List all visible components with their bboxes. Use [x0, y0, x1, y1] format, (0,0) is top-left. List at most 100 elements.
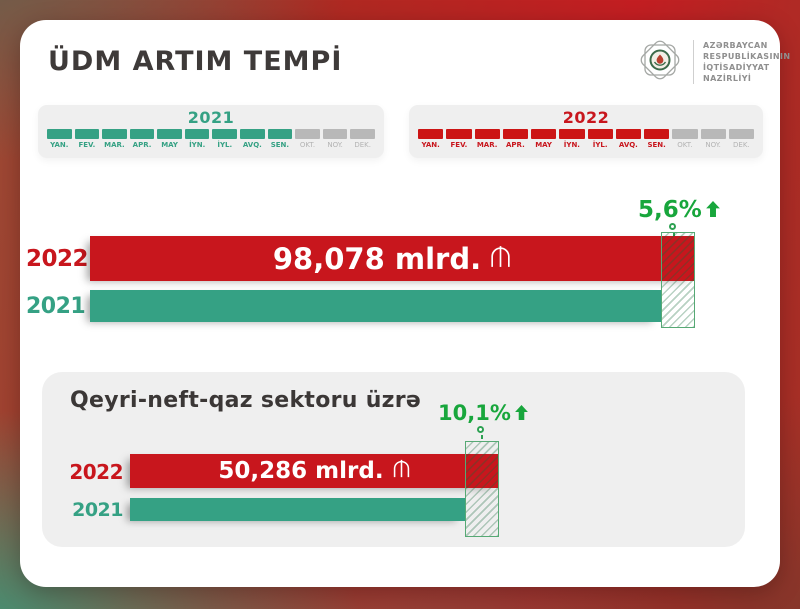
month-segment — [240, 129, 265, 139]
month-label: NOY. — [705, 141, 721, 149]
month-label: DEK. — [733, 141, 750, 149]
month-label: SEN. — [270, 141, 290, 149]
gdp-bar-2022-year-label: 2022 — [26, 246, 89, 272]
month-label: AVQ. — [242, 141, 262, 149]
month-segment — [74, 129, 100, 139]
month-segment — [644, 129, 670, 139]
month-label: DEK. — [354, 141, 371, 149]
month-segment — [559, 129, 585, 139]
up-arrow-icon — [514, 401, 528, 425]
month-label: MAY — [161, 141, 178, 149]
gdp-bar-2021 — [90, 290, 661, 322]
timeline-2021-year-label: 2021 — [187, 108, 235, 127]
month-cell: SEN. — [644, 129, 670, 149]
month-cell: İYL. — [587, 129, 613, 149]
non-oil-bar-2021 — [130, 498, 465, 521]
month-label: APR. — [506, 141, 525, 149]
month-cell: İYL. — [212, 129, 238, 149]
month-segment — [446, 129, 472, 139]
month-label: AVQ. — [618, 141, 638, 149]
timeline-2022-months: YAN. FEV. MAR. APR. MAY İYN. İYL. AVQ. SEN. OKT. N… — [418, 129, 754, 149]
non-oil-pin-marker-icon — [477, 426, 484, 439]
non-oil-panel: Qeyri-neft-qaz sektoru üzrə 10,1% 2022 5… — [42, 372, 745, 547]
month-cell: DEK. — [728, 129, 754, 149]
month-segment — [157, 129, 182, 139]
ministry-name-line: AZƏRBAYCAN — [703, 41, 768, 50]
month-cell: MAR. — [102, 129, 127, 149]
month-label: FEV. — [450, 141, 468, 149]
gdp-growth-badge: 5,6% — [638, 197, 720, 223]
month-segment — [587, 129, 613, 139]
month-label: İYN. — [189, 141, 206, 149]
ministry-logo: AZƏRBAYCAN RESPUBLİKASININ İQTİSADİYYAT … — [636, 36, 790, 88]
logo-divider — [693, 40, 694, 84]
month-cell: DEK. — [350, 129, 375, 149]
content-card: ÜDM ARTIM TEMPİ AZƏRBAYCAN RESPUBLİKASIN… — [20, 20, 790, 587]
month-cell: FEV. — [446, 129, 472, 149]
month-cell: NOY. — [322, 129, 348, 149]
month-cell: OKT. — [672, 129, 698, 149]
month-segment — [47, 129, 72, 139]
non-oil-bar-2022-value: 50,286 mlrd. — [218, 458, 410, 485]
page-title: ÜDM ARTIM TEMPİ — [48, 46, 343, 77]
month-cell: YAN. — [418, 129, 444, 149]
month-cell: SEN. — [267, 129, 293, 149]
non-oil-bar-2022-year-label: 2022 — [69, 460, 123, 484]
ministry-name: AZƏRBAYCAN RESPUBLİKASININ İQTİSADİYYAT … — [703, 40, 790, 84]
non-oil-value-text: 50,286 mlrd. — [218, 458, 384, 484]
ministry-emblem-icon — [636, 36, 684, 88]
manat-icon — [489, 242, 512, 276]
non-oil-bar-2021-year-label: 2021 — [72, 499, 123, 521]
month-segment — [267, 129, 293, 139]
month-segment — [350, 129, 375, 139]
month-segment — [728, 129, 754, 139]
gdp-bar-2022-value: 98,078 mlrd. — [273, 242, 512, 276]
month-label: MAR. — [476, 141, 498, 149]
month-cell: MAY — [157, 129, 182, 149]
gdp-bar-2022: 98,078 mlrd. — [90, 236, 695, 281]
ministry-name-line: RESPUBLİKASININ — [703, 52, 791, 61]
month-segment — [184, 129, 210, 139]
gdp-growth-value: 5,6% — [638, 197, 702, 223]
month-segment — [295, 129, 320, 139]
month-segment — [212, 129, 238, 139]
non-oil-growth-value: 10,1% — [438, 401, 511, 425]
month-label: FEV. — [78, 141, 96, 149]
non-oil-growth-diff-hatch — [465, 441, 499, 537]
timeline-2021-months: YAN. FEV. MAR. APR. MAY İYN. İYL. AVQ. SEN. OKT. N… — [47, 129, 375, 149]
month-label: İYN. — [563, 141, 580, 149]
timeline-2021: 2021 YAN. FEV. MAR. APR. MAY İYN. İYL. AVQ. SEN.… — [38, 105, 384, 158]
month-segment — [474, 129, 500, 139]
month-segment — [418, 129, 444, 139]
month-cell: NOY. — [700, 129, 726, 149]
gdp-value-text: 98,078 mlrd. — [272, 241, 482, 276]
month-cell: İYN. — [184, 129, 210, 149]
month-label: YAN. — [50, 141, 69, 149]
month-cell: AVQ. — [240, 129, 265, 149]
month-segment — [615, 129, 641, 139]
month-segment — [502, 129, 528, 139]
month-segment — [129, 129, 155, 139]
manat-icon — [392, 458, 411, 485]
non-oil-growth-badge: 10,1% — [438, 401, 528, 425]
month-cell: MAY — [531, 129, 557, 149]
month-label: MAR. — [104, 141, 125, 149]
month-segment — [531, 129, 557, 139]
non-oil-bar-2022: 50,286 mlrd. — [130, 454, 499, 488]
month-cell: OKT. — [295, 129, 320, 149]
month-cell: APR. — [502, 129, 528, 149]
gdp-growth-diff-hatch — [661, 232, 695, 328]
month-segment — [322, 129, 348, 139]
non-oil-heading: Qeyri-neft-qaz sektoru üzrə — [70, 388, 422, 413]
month-label: YAN. — [421, 141, 440, 149]
month-label: MAY — [535, 141, 553, 149]
ministry-name-line: NAZİRLİYİ — [703, 74, 752, 83]
month-label: SEN. — [647, 141, 666, 149]
month-label: İYL. — [592, 141, 608, 149]
month-label: OKT. — [299, 141, 316, 149]
month-cell: İYN. — [559, 129, 585, 149]
ministry-name-line: İQTİSADİYYAT — [703, 63, 770, 72]
month-cell: MAR. — [474, 129, 500, 149]
month-cell: YAN. — [47, 129, 72, 149]
month-label: İYL. — [217, 141, 233, 149]
